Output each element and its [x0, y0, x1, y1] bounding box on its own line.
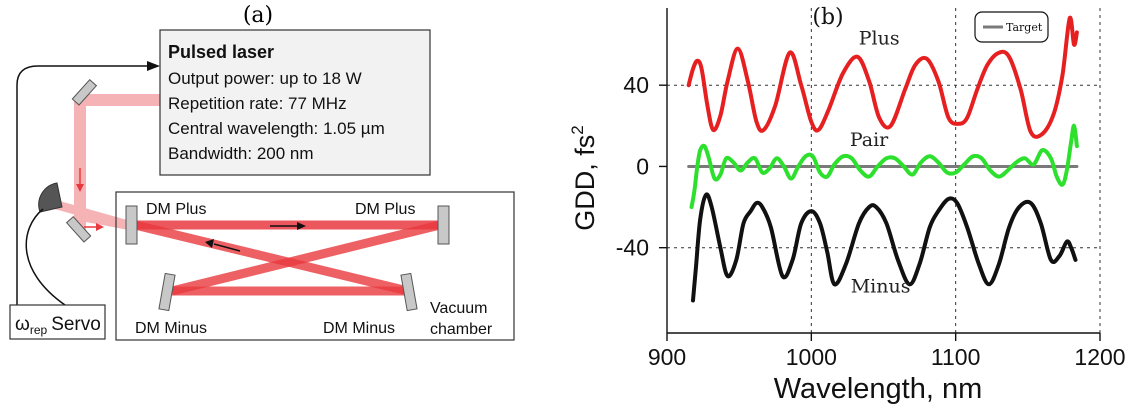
x-tick-label-1000: 1000	[786, 344, 837, 370]
laser-info-box	[159, 29, 431, 176]
circulation-arrowhead-top-icon	[297, 222, 306, 230]
legend-box	[974, 11, 1049, 43]
mirror-dm-minus-right	[400, 272, 418, 312]
label-dm-minus-left: DM Minus	[135, 320, 207, 337]
laser-title: Pulsed laser	[168, 42, 274, 62]
cavity-beam-diagonal-1	[170, 220, 442, 296]
x-tick-label-900: 900	[648, 344, 686, 370]
mirror-dm-plus-right	[437, 205, 450, 245]
panel-a-label: (a)	[243, 3, 273, 28]
mirror-dm-minus-left	[158, 272, 176, 312]
chart-axes	[666, 8, 1100, 334]
panel-a-schematic: (a) ωrep Servo Pulsed laser Output power:…	[9, 3, 515, 341]
y-axis-label: GDD, fs2	[568, 125, 600, 230]
label-dm-minus-right: DM Minus	[323, 320, 395, 337]
vacuum-chamber-box	[115, 191, 515, 341]
servo-label: ωrep Servo	[15, 314, 101, 337]
x-axis-label: Wavelength, nm	[774, 373, 982, 405]
panel-b-chart: 900 1000 1100 1200 -40 0 40 Wavelength, nm GDD…	[568, 5, 1126, 405]
y-tick-label-40: 40	[623, 72, 649, 98]
mirror-dm-plus-left	[125, 205, 138, 245]
panel-b-label: (b)	[812, 5, 843, 30]
label-vacuum: Vacuum	[430, 300, 488, 317]
pump-arrowhead-icon	[76, 184, 84, 192]
feedback-line	[16, 65, 155, 305]
y-tick-label--40: -40	[616, 235, 649, 261]
label-dm-plus-left: DM Plus	[146, 201, 206, 218]
annotation-pair: Pair	[850, 129, 889, 151]
servo-box	[9, 304, 106, 340]
series-line-pair	[689, 123, 1079, 210]
cavity-beam-diagonal-2	[133, 220, 410, 296]
detector-cable	[25, 208, 66, 306]
label-chamber: chamber	[430, 321, 493, 338]
legend-label-target: Target	[1006, 21, 1043, 34]
x-tick-label-1100: 1100	[931, 344, 980, 370]
chart-ticks: 900 1000 1100 1200 -40 0 40	[616, 72, 1126, 370]
leak-beam-detector	[48, 198, 134, 231]
chart-annotations: Plus Pair Minus	[850, 28, 911, 298]
series-line-minus	[690, 192, 1078, 303]
steering-mirror-top	[71, 78, 98, 106]
circulation-arrow-diagonal	[213, 243, 241, 252]
chart-series	[686, 15, 1079, 303]
laser-bandwidth: Bandwidth: 200 nm	[168, 144, 314, 163]
label-dm-plus-right: DM Plus	[355, 201, 415, 218]
circulation-arrowhead-diagonal-icon	[205, 239, 214, 248]
y-tick-label-0: 0	[636, 153, 649, 179]
chart-legend: Target	[974, 11, 1049, 43]
incoupling-arrowhead-icon	[96, 223, 104, 231]
annotation-minus: Minus	[851, 275, 911, 297]
steering-mirror-bottom	[65, 215, 92, 243]
photodetector-icon	[38, 182, 63, 213]
annotation-plus: Plus	[859, 28, 900, 50]
feedback-arrowhead-icon	[147, 61, 160, 71]
laser-central-wavelength: Central wavelength: 1.05 µm	[168, 119, 385, 138]
laser-repetition-rate: Repetition rate: 77 MHz	[168, 94, 347, 113]
x-tick-label-1200: 1200	[1074, 344, 1125, 370]
series-line-plus	[686, 15, 1079, 139]
laser-output-power: Output power: up to 18 W	[168, 69, 362, 88]
